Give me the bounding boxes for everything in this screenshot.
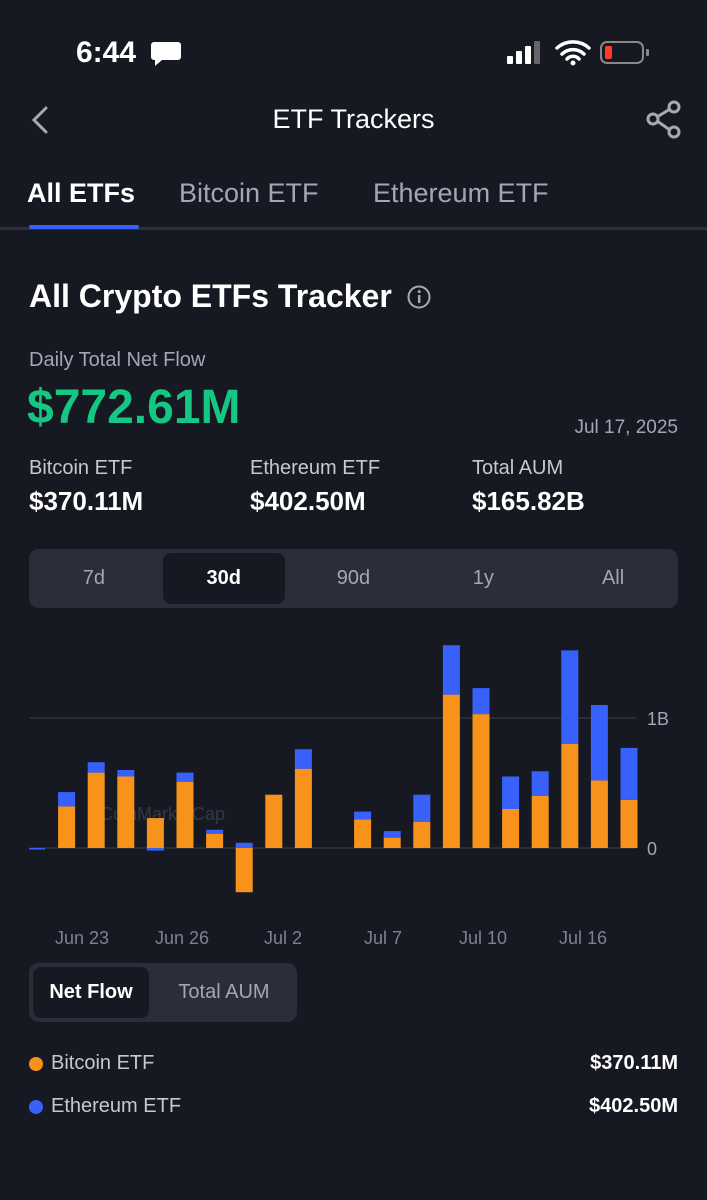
- bar-segment: [146, 848, 164, 851]
- x-tick-label: Jun 26: [155, 928, 209, 948]
- bar-segment: [620, 799, 638, 848]
- bar-segment: [235, 848, 253, 893]
- bar-segment: [294, 749, 312, 769]
- bar-segment: [294, 768, 312, 848]
- bar-segment: [413, 822, 431, 848]
- toggle-option[interactable]: Total AUM: [178, 981, 270, 1003]
- range-option[interactable]: 90d: [336, 567, 371, 589]
- bar-segment: [146, 818, 164, 848]
- toggle-option[interactable]: Net Flow: [33, 967, 149, 1018]
- y-tick-label: 1B: [647, 709, 669, 729]
- stat-value: $165.82B: [472, 486, 585, 516]
- summary-label: Daily Total Net Flow: [29, 349, 206, 371]
- bar-segment: [58, 806, 76, 848]
- tab[interactable]: Bitcoin ETF: [179, 178, 319, 208]
- bar-segment: [206, 833, 224, 848]
- clock: 6:44: [76, 36, 137, 69]
- bar-segment: [176, 772, 194, 782]
- bar-segment: [561, 744, 579, 848]
- tab[interactable]: Ethereum ETF: [373, 178, 549, 208]
- bar-segment: [383, 837, 401, 848]
- stat-value: $370.11M: [29, 486, 144, 516]
- status-icons: [507, 40, 649, 66]
- bar-segment: [29, 848, 45, 850]
- legend-swatch: [29, 1057, 43, 1071]
- legend-value: $402.50M: [589, 1095, 678, 1117]
- bar-segment: [442, 645, 460, 695]
- bar-segment: [383, 831, 401, 838]
- bar-segment: [502, 776, 520, 809]
- tab-divider: [0, 227, 707, 230]
- range-option[interactable]: 7d: [82, 567, 106, 589]
- range-option[interactable]: 1y: [472, 567, 494, 589]
- range-option[interactable]: 30d: [162, 553, 285, 604]
- info-icon[interactable]: [406, 284, 432, 310]
- bar-segment: [413, 794, 431, 822]
- bar-segment: [87, 772, 105, 848]
- bar-segment: [590, 780, 608, 848]
- x-tick-label: Jul 16: [559, 928, 607, 948]
- share-button[interactable]: [644, 100, 684, 140]
- x-tick-label: Jul 10: [459, 928, 507, 948]
- x-tick-label: Jun 23: [55, 928, 109, 948]
- legend-value: $370.11M: [590, 1052, 678, 1074]
- stat-label: Total AUM: [472, 457, 564, 479]
- stat-value: $402.50M: [250, 486, 366, 516]
- y-tick-label: 0: [647, 839, 657, 859]
- bar-segment: [206, 829, 224, 834]
- bar-segment: [531, 796, 549, 848]
- bar-segment: [176, 781, 194, 848]
- bar-segment: [117, 776, 135, 848]
- range-selector: [29, 549, 678, 608]
- legend-name: Bitcoin ETF: [51, 1052, 155, 1074]
- stat-label: Ethereum ETF: [250, 457, 381, 479]
- bar-segment: [442, 694, 460, 848]
- message-icon: [151, 42, 181, 66]
- legend-swatch: [29, 1100, 43, 1114]
- range-option[interactable]: All: [601, 567, 625, 589]
- x-tick-label: Jul 2: [264, 928, 302, 948]
- page-title: ETF Trackers: [272, 104, 435, 134]
- tab[interactable]: All ETFs: [27, 178, 136, 208]
- bar-segment: [590, 705, 608, 781]
- bar-segment: [354, 811, 372, 820]
- bar-segment: [472, 688, 490, 715]
- stat-label: Bitcoin ETF: [29, 457, 133, 479]
- bar-segment: [472, 714, 490, 848]
- bar-segment: [561, 650, 579, 744]
- back-button[interactable]: [28, 104, 52, 136]
- summary-date: Jul 17, 2025: [574, 417, 678, 438]
- bar-segment: [58, 792, 76, 807]
- legend-name: Ethereum ETF: [51, 1095, 182, 1117]
- summary-value: $772.61M: [27, 381, 241, 434]
- x-tick-label: Jul 7: [364, 928, 402, 948]
- bar-segment: [502, 809, 520, 848]
- tab-indicator: [29, 225, 139, 229]
- section-title: All Crypto ETFs Tracker: [29, 278, 392, 314]
- bar-segment: [235, 842, 253, 848]
- bar-segment: [531, 771, 549, 796]
- bar-segment: [265, 794, 283, 848]
- bar-segment: [87, 762, 105, 773]
- bar-segment: [354, 819, 372, 848]
- bar-segment: [620, 747, 638, 800]
- bar-segment: [117, 770, 135, 777]
